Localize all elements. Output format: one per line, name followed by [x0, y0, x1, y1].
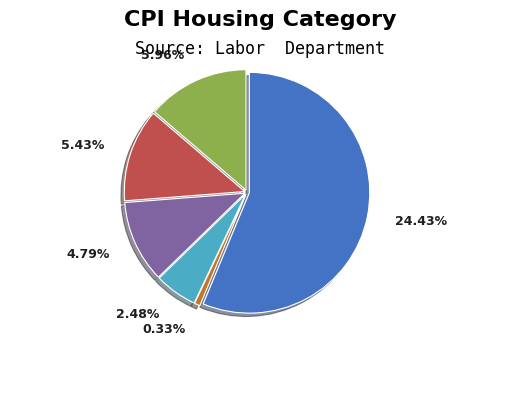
Wedge shape	[125, 193, 245, 277]
Wedge shape	[194, 194, 246, 306]
Wedge shape	[124, 113, 245, 201]
Text: CPI Housing Category: CPI Housing Category	[124, 10, 396, 31]
Wedge shape	[154, 70, 246, 190]
Text: 2.48%: 2.48%	[116, 308, 160, 321]
Text: 24.43%: 24.43%	[395, 215, 447, 228]
Text: 5.43%: 5.43%	[60, 139, 104, 152]
Wedge shape	[203, 72, 370, 313]
Text: 4.79%: 4.79%	[67, 248, 110, 261]
Text: 0.33%: 0.33%	[142, 324, 186, 336]
Text: Source: Labor  Department: Source: Labor Department	[135, 40, 385, 58]
Text: 5.96%: 5.96%	[141, 49, 184, 62]
Wedge shape	[159, 194, 245, 303]
